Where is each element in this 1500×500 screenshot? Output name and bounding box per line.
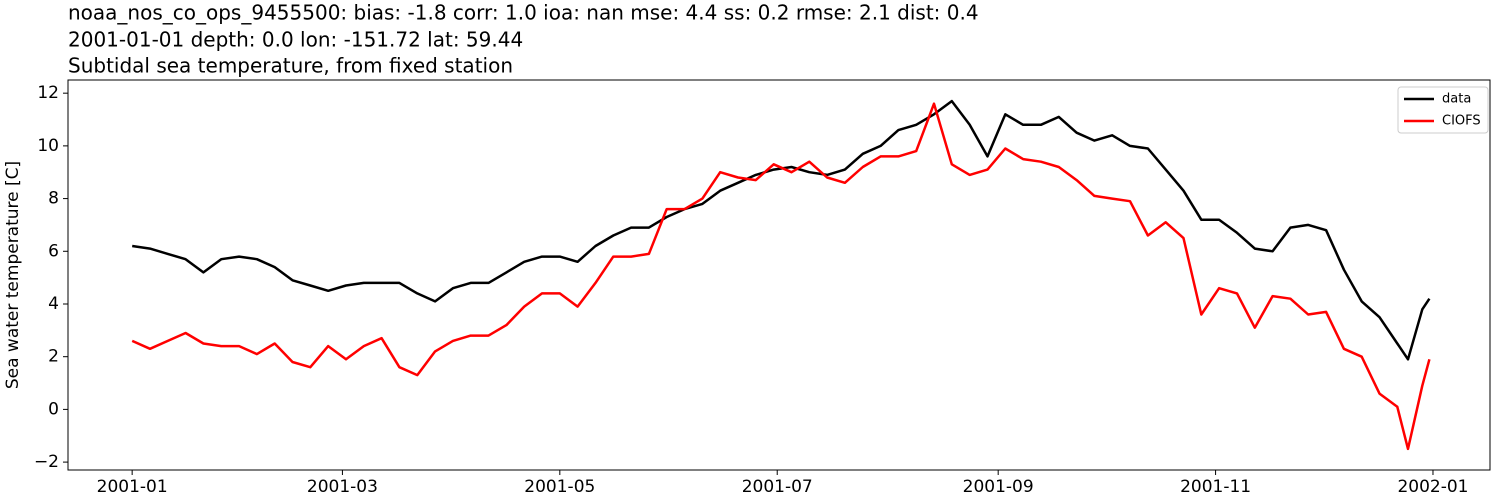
x-tick-label: 2001-05 (524, 477, 595, 497)
chart-title: 2001-01-01 depth: 0.0 lon: -151.72 lat: … (68, 28, 523, 52)
x-tick-label: 2002-01 (1397, 477, 1468, 497)
y-axis-label: Sea water temperature [C] (3, 161, 23, 389)
y-tick-label: 0 (48, 399, 59, 419)
plot-frame (67, 79, 1491, 471)
x-tick-label: 2001-11 (1180, 477, 1251, 497)
chart-title: noaa_nos_co_ops_9455500: bias: -1.8 corr… (68, 1, 979, 25)
x-tick-label: 2001-03 (307, 477, 378, 497)
y-tick-label: 4 (48, 294, 59, 314)
y-tick-label: −2 (34, 452, 59, 472)
y-tick-label: 6 (48, 241, 59, 261)
chart-title: Subtidal sea temperature, from fixed sta… (68, 54, 513, 78)
series-line (132, 99, 1431, 361)
x-tick-label: 2001-07 (742, 477, 813, 497)
y-tick-label: 10 (37, 136, 59, 156)
legend-label: data (1442, 92, 1471, 107)
legend-label: CIOFS (1442, 114, 1481, 129)
x-tick-label: 2001-09 (963, 477, 1034, 497)
y-tick-label: 2 (48, 347, 59, 367)
y-tick-label: 12 (37, 83, 59, 103)
y-tick-label: 8 (48, 189, 59, 209)
series-line (131, 102, 1431, 451)
x-tick-label: 2001-01 (97, 477, 168, 497)
